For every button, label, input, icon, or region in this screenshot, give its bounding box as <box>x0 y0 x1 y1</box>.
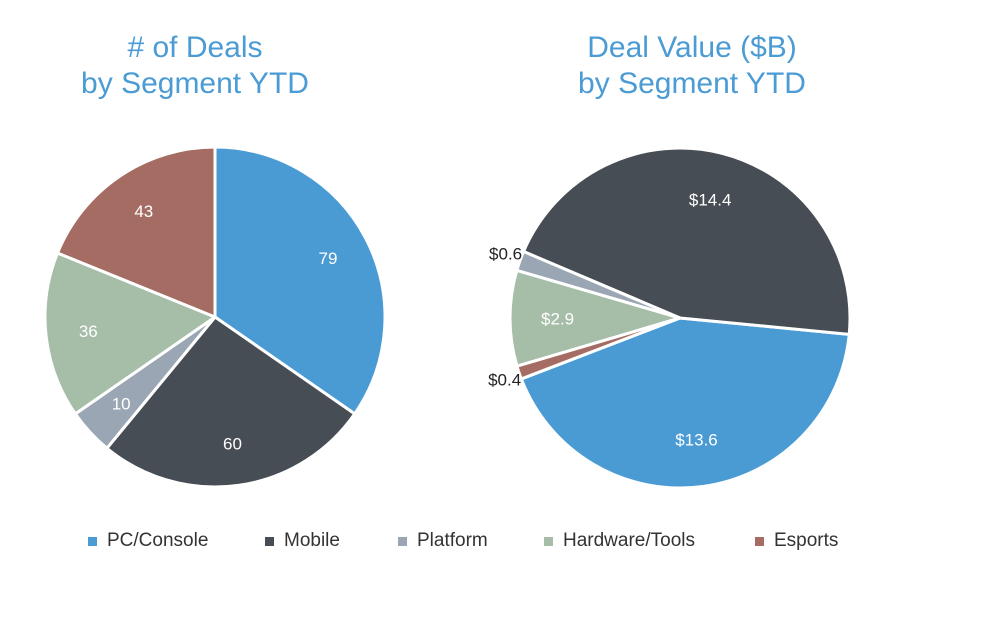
deals-data-label-hardware-tools: 36 <box>79 322 98 341</box>
legend-label-platform: Platform <box>417 530 488 551</box>
deals-data-label-platform: 10 <box>112 394 131 413</box>
legend-item-platform: Platform <box>398 530 488 552</box>
deals-pie-slice-pc-console <box>213 145 387 416</box>
deals-data-label-esports: 43 <box>134 202 153 221</box>
deals-data-label-mobile: 60 <box>223 434 242 453</box>
left-chart-title: # of Deals by Segment YTD <box>15 30 375 102</box>
value-data-label-platform: $0.6 <box>489 244 522 263</box>
legend-label-esports: Esports <box>774 530 839 551</box>
value-pie-slice-mobile <box>522 146 852 336</box>
value-pie-slice-pc-console <box>519 316 851 490</box>
legend: PC/Console Mobile Platform Hardware/Tool… <box>0 530 986 558</box>
legend-item-pc-console: PC/Console <box>88 530 208 552</box>
deals-pie-slice-hardware-tools <box>43 251 217 416</box>
legend-item-hardware-tools: Hardware/Tools <box>544 530 695 552</box>
value-data-label-mobile: $14.4 <box>689 190 732 209</box>
legend-item-mobile: Mobile <box>265 530 340 552</box>
legend-item-esports: Esports <box>755 530 838 552</box>
legend-swatch-platform <box>398 536 407 546</box>
right-chart-title: Deal Value ($B) by Segment YTD <box>512 30 872 102</box>
value-pie-slice-hardware-tools <box>508 268 682 368</box>
legend-label-hardware-tools: Hardware/Tools <box>563 530 695 551</box>
value-data-label-pc-console: $13.6 <box>675 430 718 449</box>
legend-label-mobile: Mobile <box>284 530 340 551</box>
legend-label-pc-console: PC/Console <box>107 530 209 551</box>
right-chart-title-line-1: Deal Value ($B) <box>587 31 797 64</box>
deals-data-label-pc-console: 79 <box>318 249 337 268</box>
legend-swatch-mobile <box>265 536 274 546</box>
right-chart-title-line-2: by Segment YTD <box>578 67 806 100</box>
legend-swatch-pc-console <box>88 536 97 546</box>
value-pie-slice-esports <box>515 316 682 381</box>
left-chart-title-line-1: # of Deals <box>127 31 263 64</box>
value-data-label-hardware-tools: $2.9 <box>541 309 574 328</box>
value-data-label-esports: $0.4 <box>488 371 521 390</box>
deals-pie-slice-mobile <box>105 315 357 489</box>
deals-pie-slice-esports <box>55 145 217 319</box>
left-chart-title-line-2: by Segment YTD <box>81 67 309 100</box>
legend-swatch-hardware-tools <box>544 536 553 546</box>
legend-swatch-esports <box>755 536 764 546</box>
